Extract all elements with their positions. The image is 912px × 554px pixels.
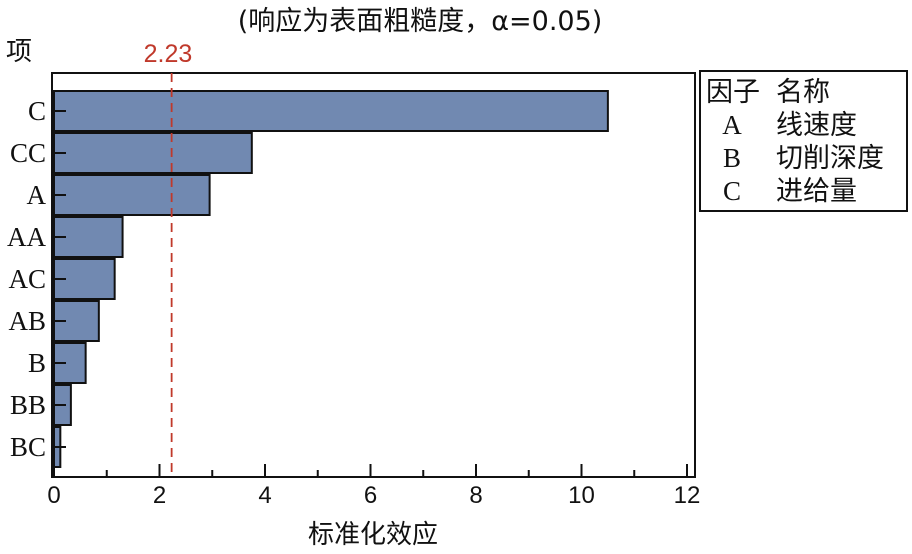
legend-header-factor: 因子 — [706, 77, 760, 108]
bars-group — [53, 90, 609, 468]
plot-area — [51, 72, 696, 478]
category-label-a: A — [27, 180, 47, 210]
category-label-b: B — [28, 348, 46, 378]
legend-key-c: C — [723, 176, 741, 206]
bar-a — [53, 174, 211, 216]
category-label-ab: AB — [8, 306, 46, 336]
reference-line-label: 2.23 — [144, 40, 193, 68]
category-label-ac: AC — [8, 264, 46, 294]
x-tick-label-6: 6 — [364, 482, 377, 509]
legend-box — [699, 70, 908, 212]
bar-ab — [53, 300, 100, 342]
y-axis-label: 项 — [6, 37, 32, 67]
category-label-cc: CC — [10, 138, 46, 168]
x-tick-label-2: 2 — [153, 482, 166, 509]
x-tick-label-8: 8 — [469, 482, 482, 509]
category-label-bb: BB — [10, 390, 46, 420]
legend-name-c: 进给量 — [776, 176, 857, 207]
x-axis-label: 标准化效应 — [308, 520, 438, 550]
x-axis-ticks: 0 2 4 6 8 10 12 — [47, 464, 700, 509]
category-label-c: C — [28, 96, 46, 126]
x-tick-label-4: 4 — [258, 482, 271, 509]
chart-title: (响应为表面粗糙度，α=0.05) — [238, 6, 603, 37]
category-label-bc: BC — [10, 432, 46, 462]
bar-cc — [53, 132, 253, 174]
legend-header-name: 名称 — [776, 77, 830, 108]
x-tick-label-10: 10 — [568, 482, 595, 509]
x-tick-label-12: 12 — [674, 482, 701, 509]
x-tick-label-0: 0 — [47, 482, 60, 509]
legend-name-b: 切削深度 — [776, 143, 884, 174]
legend-key-a: A — [722, 110, 742, 140]
legend: 因子 名称 A 线速度 B 切削深度 C 进给量 — [699, 70, 908, 212]
legend-key-b: B — [723, 143, 741, 173]
category-label-aa: AA — [7, 222, 46, 252]
legend-name-a: 线速度 — [776, 110, 857, 141]
bar-c — [53, 90, 609, 132]
